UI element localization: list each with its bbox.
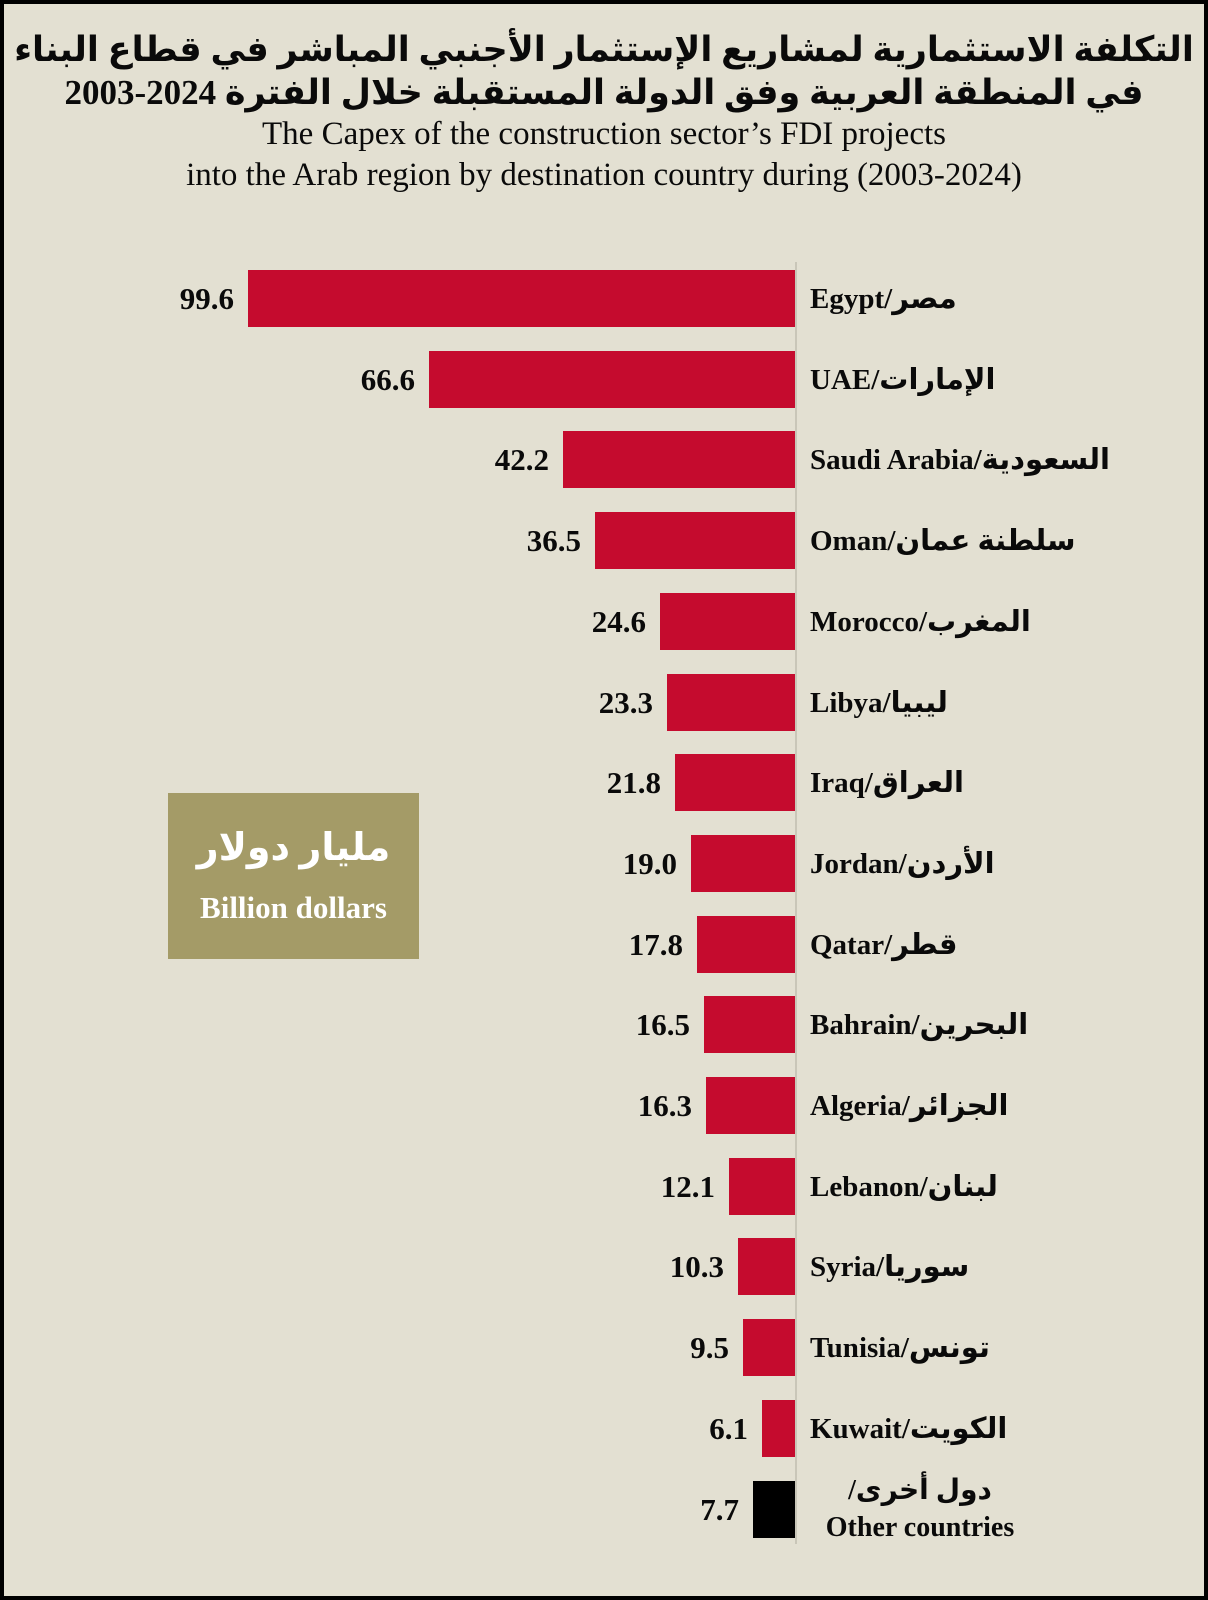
bar [697, 916, 795, 973]
bar-category-label: Libya/ليبيا [810, 687, 948, 719]
bar-category-label: Syria/سوريا [810, 1251, 970, 1283]
bar [595, 512, 795, 569]
bar [660, 593, 795, 650]
chart-title-block: التكلفة الاستثمارية لمشاريع الإستثمار ال… [4, 28, 1204, 196]
bar-value-label: 42.2 [494, 442, 549, 477]
bar [667, 674, 795, 731]
bar-value-label: 9.5 [690, 1330, 729, 1365]
bar-category-label: Algeria/الجزائر [810, 1090, 1009, 1122]
bar [743, 1319, 795, 1376]
bar [729, 1158, 795, 1215]
bar [753, 1481, 795, 1538]
bar [429, 351, 795, 408]
bar-value-label: 16.3 [637, 1088, 692, 1123]
bar-value-label: 17.8 [628, 927, 683, 962]
bar-category-label: Kuwait/الكويت [810, 1413, 1008, 1445]
axis-baseline [795, 262, 797, 1544]
bar-value-label: 16.5 [635, 1007, 690, 1042]
bar-value-label: 21.8 [606, 765, 661, 800]
bar [704, 996, 795, 1053]
bar-category-label: Egypt/مصر [810, 283, 957, 315]
bar-category-label: دول أخرى/Other countries [800, 1472, 1040, 1546]
title-english-line2: into the Arab region by destination coun… [186, 157, 1022, 193]
bar-category-label: Iraq/العراق [810, 767, 964, 799]
bar-value-label: 7.7 [700, 1492, 739, 1527]
bar-category-label: Qatar/قطر [810, 929, 958, 961]
bar-category-label: UAE/الإمارات [810, 364, 996, 396]
bar-value-label: 36.5 [526, 523, 581, 558]
bar [738, 1238, 795, 1295]
bar-category-label: Bahrain/البحرين [810, 1009, 1029, 1041]
category-label-arabic-line: دول أخرى/ [848, 1475, 992, 1506]
bar-value-label: 23.3 [598, 685, 653, 720]
bar-value-label: 24.6 [591, 604, 646, 639]
bar [691, 835, 795, 892]
category-label-english-line: Other countries [825, 1512, 1015, 1543]
title-arabic-line2: في المنطقة العربية وفق الدولة المستقبلة … [64, 73, 1144, 112]
bar-value-label: 99.6 [179, 281, 234, 316]
bar [675, 754, 795, 811]
bar [762, 1400, 795, 1457]
bar-category-label: Tunisia/تونس [810, 1332, 990, 1364]
bar-category-label: Morocco/المغرب [810, 606, 1031, 638]
bar-value-label: 10.3 [669, 1249, 724, 1284]
legend-box: مليار دولار Billion dollars [168, 793, 419, 959]
bar [706, 1077, 795, 1134]
legend-english-label: Billion dollars [200, 890, 387, 925]
bar [248, 270, 795, 327]
bar-value-label: 19.0 [622, 846, 677, 881]
bar-value-label: 6.1 [709, 1411, 748, 1446]
legend-arabic-label: مليار دولار [196, 827, 391, 869]
title-arabic-line1: التكلفة الاستثمارية لمشاريع الإستثمار ال… [14, 30, 1194, 69]
bar-category-label: Jordan/الأردن [810, 848, 995, 880]
bar-category-label: Lebanon/لبنان [810, 1171, 998, 1203]
bar-chart: 99.6 Egypt/مصر 66.6 UAE/الإمارات 42.2 Saudi A… [4, 4, 1204, 1596]
bar-category-label: Saudi Arabia/السعودية [810, 444, 1110, 476]
title-english-line1: The Capex of the construction sector’s F… [262, 116, 946, 152]
bar-category-label: Oman/سلطنة عمان [810, 525, 1076, 557]
bar [563, 431, 795, 488]
bar-value-label: 66.6 [360, 362, 415, 397]
bar-value-label: 12.1 [660, 1169, 715, 1204]
